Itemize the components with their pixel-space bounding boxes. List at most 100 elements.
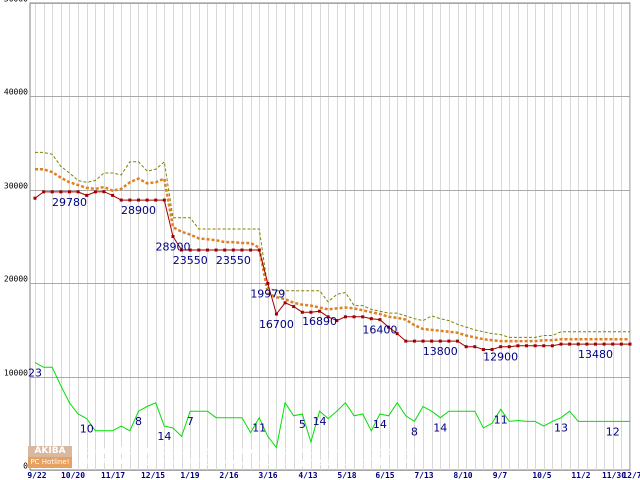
series-point-min — [249, 248, 253, 252]
series-point-min — [93, 190, 97, 194]
series-point-min — [395, 332, 399, 336]
series-point-min — [550, 344, 554, 348]
count-label: 11 — [494, 413, 508, 426]
series-point-min — [42, 190, 46, 194]
count-label: 11 — [252, 422, 266, 435]
series-point-min — [59, 190, 63, 194]
series-point-min — [335, 319, 339, 323]
series-lines — [33, 151, 632, 449]
series-point-min — [516, 344, 520, 348]
count-label: 8 — [411, 425, 418, 438]
y-tick-label: 10000 — [4, 369, 28, 378]
x-tick-label: 1/19 — [180, 471, 199, 480]
price-label: 16890 — [302, 315, 337, 328]
series-point-min — [576, 342, 580, 346]
count-label: 5 — [299, 418, 306, 431]
series-point-min — [188, 248, 192, 252]
series-point-min — [231, 248, 235, 252]
series-point-min — [499, 345, 503, 349]
x-tick-label: 9/7 — [493, 471, 508, 480]
series-point-min — [214, 248, 218, 252]
series-point-min — [533, 344, 537, 348]
x-tick-label: 9/22 — [27, 471, 46, 480]
series-point-min — [430, 339, 434, 343]
y-tick-label: 50000 — [4, 0, 28, 4]
series-point-min — [352, 315, 356, 319]
count-label: 13 — [554, 422, 568, 435]
series-point-min — [611, 342, 615, 346]
x-tick-label: 10/5 — [532, 471, 551, 480]
count-label: 12 — [606, 425, 620, 438]
count-label: 14 — [373, 418, 387, 431]
series-point-min — [145, 198, 149, 202]
series-point-min — [300, 310, 304, 314]
y-tick-label: 30000 — [4, 182, 28, 191]
y-axis-ticks: 0 10000 20000 30000 40000 50000 — [4, 0, 28, 471]
x-tick-label: 12/7 — [622, 471, 640, 480]
x-tick-label: 8/10 — [453, 471, 472, 480]
series-point-min — [447, 339, 451, 343]
series-line-max — [35, 151, 630, 338]
series-point-min — [50, 190, 54, 194]
series-point-min — [585, 342, 589, 346]
x-axis-ticks: 9/22 10/20 11/17 12/15 1/19 2/16 3/16 4/13 5/18 6… — [27, 471, 640, 480]
series-line-avg — [35, 168, 630, 343]
series-point-min — [326, 315, 330, 319]
price-label: 13800 — [423, 345, 458, 358]
price-label: 28900 — [155, 241, 190, 254]
series-point-min — [257, 248, 261, 252]
x-tick-label: 6/15 — [375, 471, 394, 480]
series-point-min — [266, 281, 270, 285]
series-point-min — [542, 344, 546, 348]
series-point-min — [67, 190, 71, 194]
count-label: 8 — [135, 415, 142, 428]
price-label: 16700 — [259, 318, 294, 331]
x-tick-label: 3/16 — [258, 471, 277, 480]
series-point-min — [378, 318, 382, 322]
count-label: 7 — [187, 415, 194, 428]
series-point-min — [619, 342, 623, 346]
price-label: 23550 — [173, 254, 208, 267]
series-point-min — [464, 345, 468, 349]
series-point-min — [525, 344, 529, 348]
series-point-min — [111, 193, 115, 197]
series-point-min — [568, 342, 572, 346]
series-point-min — [361, 315, 365, 319]
series-point-min — [33, 196, 37, 200]
copyright-line-2: AKIBA PC Hotline! http://www.watch.impre… — [78, 457, 410, 468]
x-tick-label: 4/13 — [298, 471, 317, 480]
series-point-min — [180, 248, 184, 252]
series-point-min — [456, 339, 460, 343]
price-label: 16400 — [362, 324, 397, 337]
count-label: 14 — [313, 415, 327, 428]
series-point-min — [602, 342, 606, 346]
series-point-min — [292, 305, 296, 309]
series-point-min — [387, 325, 391, 329]
x-tick-label: 12/15 — [141, 471, 165, 480]
series-point-min — [171, 235, 175, 238]
x-tick-label: 10/20 — [61, 471, 85, 480]
y-tick-label: 40000 — [4, 88, 28, 97]
series-point-min — [119, 198, 123, 202]
series-point-min — [507, 345, 511, 349]
x-tick-label: 11/30 — [602, 471, 626, 480]
series-point-min — [421, 339, 425, 343]
price-label: 23550 — [216, 254, 251, 267]
copyright-line-1: Copyright(c)2002 impress corporation All… — [78, 446, 422, 457]
x-tick-label: 2/16 — [219, 471, 238, 480]
price-label: 28900 — [121, 204, 156, 217]
count-label: 14 — [157, 430, 171, 443]
series-point-min — [274, 312, 278, 316]
chart-grid — [29, 2, 631, 471]
series-point-min — [404, 339, 408, 343]
series-point-min — [594, 342, 598, 346]
series-point-min — [102, 190, 106, 194]
series-point-min — [85, 193, 89, 197]
y-tick-label: 0 — [23, 462, 28, 471]
x-tick-label: 7/13 — [414, 471, 433, 480]
series-point-min — [318, 309, 322, 313]
series-point-min — [481, 348, 485, 352]
series-line-count — [34, 362, 630, 449]
